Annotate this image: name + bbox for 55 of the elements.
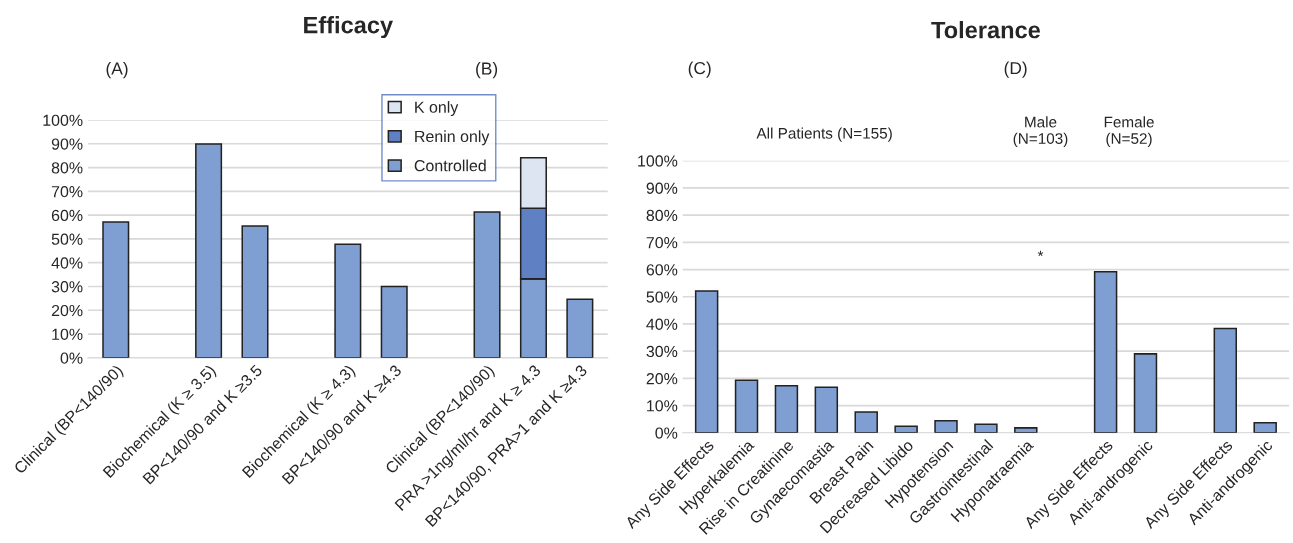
bar (473, 211, 501, 358)
bar (1253, 421, 1277, 433)
y-tick-label: 70% (51, 185, 83, 198)
chart-title: Efficacy (304, 16, 393, 39)
text: (B) (476, 61, 498, 79)
text: (A) (106, 61, 128, 79)
bar (102, 221, 130, 358)
legend-label: Controlled (414, 159, 486, 172)
y-tick-label: 40% (646, 318, 678, 330)
bar (934, 420, 958, 433)
text: All Patients (N=155) (756, 127, 892, 142)
y-tick-label: 10% (52, 328, 83, 340)
y-tick-label: 30% (51, 281, 83, 293)
y-tick-label: 80% (646, 209, 678, 222)
bar (974, 423, 998, 433)
bar (1213, 327, 1238, 433)
legend-label: Renin only (415, 130, 490, 146)
y-tick-label: 100% (638, 155, 678, 167)
y-tick-label: 50% (51, 233, 83, 245)
y-tick-label: 90% (51, 138, 83, 150)
y-tick-label: 100% (43, 114, 83, 126)
bar (241, 225, 269, 358)
y-tick-label: 30% (646, 345, 678, 358)
y-tick-label: 80% (51, 162, 83, 174)
text: (C) (688, 61, 711, 78)
chart-title: Tolerance (931, 21, 1041, 39)
bar (894, 425, 918, 433)
y-tick-label: 20% (646, 373, 678, 385)
y-tick-label: 40% (51, 257, 83, 269)
text: Female (N=52) (1104, 116, 1154, 147)
bar (854, 411, 878, 433)
bar (566, 298, 594, 358)
y-tick-label: 0% (60, 352, 83, 364)
bar (195, 143, 223, 358)
bar (1133, 353, 1158, 433)
y-tick-label: 50% (646, 291, 678, 303)
bar (734, 379, 759, 433)
bar (1014, 427, 1038, 433)
bar (380, 285, 408, 358)
bar (814, 386, 839, 433)
y-tick-label: 90% (646, 182, 678, 194)
annotation: * (1037, 250, 1044, 257)
text: (D) (1004, 61, 1027, 78)
y-tick-label: 70% (646, 236, 678, 249)
bar (334, 243, 362, 358)
y-tick-label: 20% (51, 304, 83, 317)
bar (694, 290, 719, 433)
legend-label: K only (415, 101, 459, 116)
y-tick-label: 0% (655, 427, 678, 439)
y-tick-label: 10% (647, 400, 678, 412)
y-tick-label: 60% (51, 209, 83, 222)
y-tick-label: 60% (646, 264, 678, 276)
text: Male (N=103) (1013, 116, 1068, 147)
bar (1093, 270, 1118, 433)
bar (774, 384, 799, 433)
